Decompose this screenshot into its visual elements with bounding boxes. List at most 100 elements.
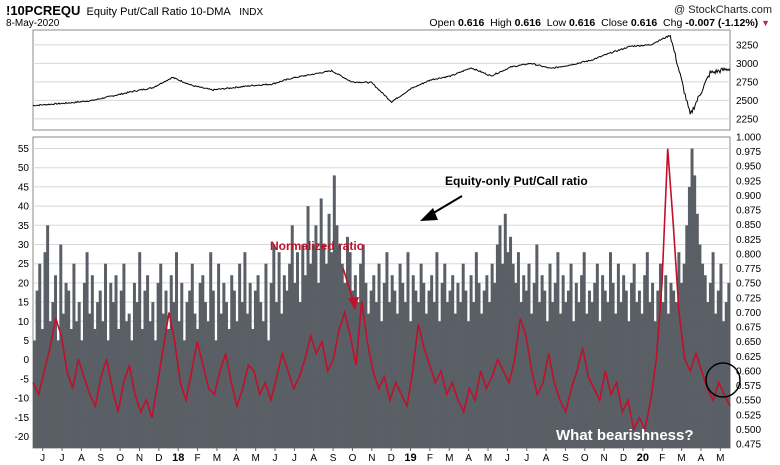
put-call-bar <box>398 263 402 448</box>
left-axis-tick: 5 <box>23 336 29 347</box>
put-call-bar <box>290 225 294 448</box>
put-call-bar <box>180 282 184 448</box>
put-call-bar <box>693 175 697 448</box>
left-axis-tick: -10 <box>15 394 30 405</box>
put-call-bar <box>80 340 84 448</box>
down-triangle-icon: ▼ <box>761 18 770 28</box>
x-axis-label: M <box>677 453 685 464</box>
put-call-bar <box>122 263 126 448</box>
put-call-bar <box>364 282 368 448</box>
put-call-bar <box>374 302 378 448</box>
normalized-arrow <box>342 267 354 301</box>
put-call-bar <box>301 244 305 448</box>
put-call-bar <box>482 290 486 448</box>
put-call-bar <box>598 321 602 448</box>
put-call-bar <box>377 263 381 448</box>
right-axis-tick: 0.525 <box>736 410 761 421</box>
put-call-bar <box>119 290 123 448</box>
put-call-bar <box>251 328 255 448</box>
put-call-bar <box>35 290 39 448</box>
put-call-bar <box>722 321 726 448</box>
put-call-bar <box>616 263 620 448</box>
put-call-bar <box>703 275 707 448</box>
x-axis-label: M <box>251 453 259 464</box>
right-axis-tick: 0.575 <box>736 381 761 392</box>
put-call-bar <box>448 290 452 448</box>
put-call-bar <box>259 302 263 448</box>
put-call-bar <box>385 252 389 448</box>
open-value: 0.616 <box>458 17 485 29</box>
put-call-bar <box>687 186 691 448</box>
put-call-bar <box>419 263 423 448</box>
put-call-bar <box>614 313 618 448</box>
symbol: !10PCREQU <box>6 3 81 18</box>
x-axis-label: A <box>465 453 472 464</box>
left-axis-tick: 10 <box>18 317 30 328</box>
low-value: 0.616 <box>568 17 596 29</box>
put-call-bar <box>543 290 547 448</box>
left-axis-tick: 45 <box>18 182 30 193</box>
put-call-bar <box>248 282 252 448</box>
put-call-bar <box>401 282 405 448</box>
put-call-bar <box>474 252 478 448</box>
put-call-bar <box>306 206 310 448</box>
put-call-bar <box>43 252 47 448</box>
put-call-bar <box>672 290 676 448</box>
put-call-bar <box>509 236 513 448</box>
put-call-bar <box>246 313 250 448</box>
put-call-bar <box>572 321 576 448</box>
put-call-bar <box>424 313 428 448</box>
put-call-bar <box>680 282 684 448</box>
equity-arrow <box>429 195 463 216</box>
right-axis-tick: 0.600 <box>736 366 761 377</box>
put-call-bar <box>532 282 536 448</box>
put-call-bar <box>637 290 641 448</box>
put-call-bar <box>238 263 242 448</box>
put-call-bar <box>143 290 147 448</box>
x-axis-label: M <box>445 453 453 464</box>
put-call-bar <box>140 328 144 448</box>
put-call-bar <box>609 252 612 448</box>
put-call-bar <box>519 302 523 448</box>
put-call-bar <box>727 282 731 448</box>
chg-label: Chg <box>663 17 683 29</box>
put-call-bar <box>569 263 573 448</box>
put-call-bar <box>472 302 476 448</box>
put-call-bar <box>296 252 299 448</box>
put-call-bar <box>130 340 134 448</box>
put-call-bar <box>559 313 563 448</box>
x-axis: J J A S O N D 18 F M A M J J A S O N D 19 F M A M J J A S O N D 20 F M A M <box>40 448 724 464</box>
right-axis-tick: 0.925 <box>736 176 761 187</box>
put-call-bar <box>169 275 173 448</box>
x-axis-label: 20 <box>637 452 649 464</box>
put-call-bar <box>719 263 723 448</box>
highlight-circle <box>705 362 741 398</box>
put-call-bar <box>585 313 589 448</box>
upper-axis-tick: 2500 <box>736 96 759 107</box>
put-call-bar <box>177 321 181 448</box>
put-call-bar <box>159 263 163 448</box>
put-call-bar <box>288 263 292 448</box>
put-call-bar <box>101 321 105 448</box>
put-call-bar <box>40 328 44 448</box>
put-call-bar <box>125 321 129 448</box>
put-call-bar <box>106 340 110 448</box>
put-call-bar <box>219 313 223 448</box>
put-call-bar <box>51 302 55 448</box>
put-call-bar <box>235 321 239 448</box>
put-call-bar <box>138 252 142 448</box>
put-call-bar <box>72 263 76 448</box>
x-axis-label: M <box>484 453 492 464</box>
right-axis-tick: 0.775 <box>736 264 761 275</box>
put-call-bar <box>490 263 494 448</box>
put-call-bar <box>453 313 457 448</box>
put-call-bar <box>225 302 228 448</box>
x-axis-label: J <box>524 453 529 464</box>
close-label: Close <box>601 17 628 29</box>
put-call-bar <box>56 340 60 448</box>
put-call-bar <box>356 302 360 448</box>
put-call-bar <box>135 302 139 448</box>
x-axis-label: D <box>620 453 627 464</box>
normalized-ratio-line <box>32 148 731 433</box>
